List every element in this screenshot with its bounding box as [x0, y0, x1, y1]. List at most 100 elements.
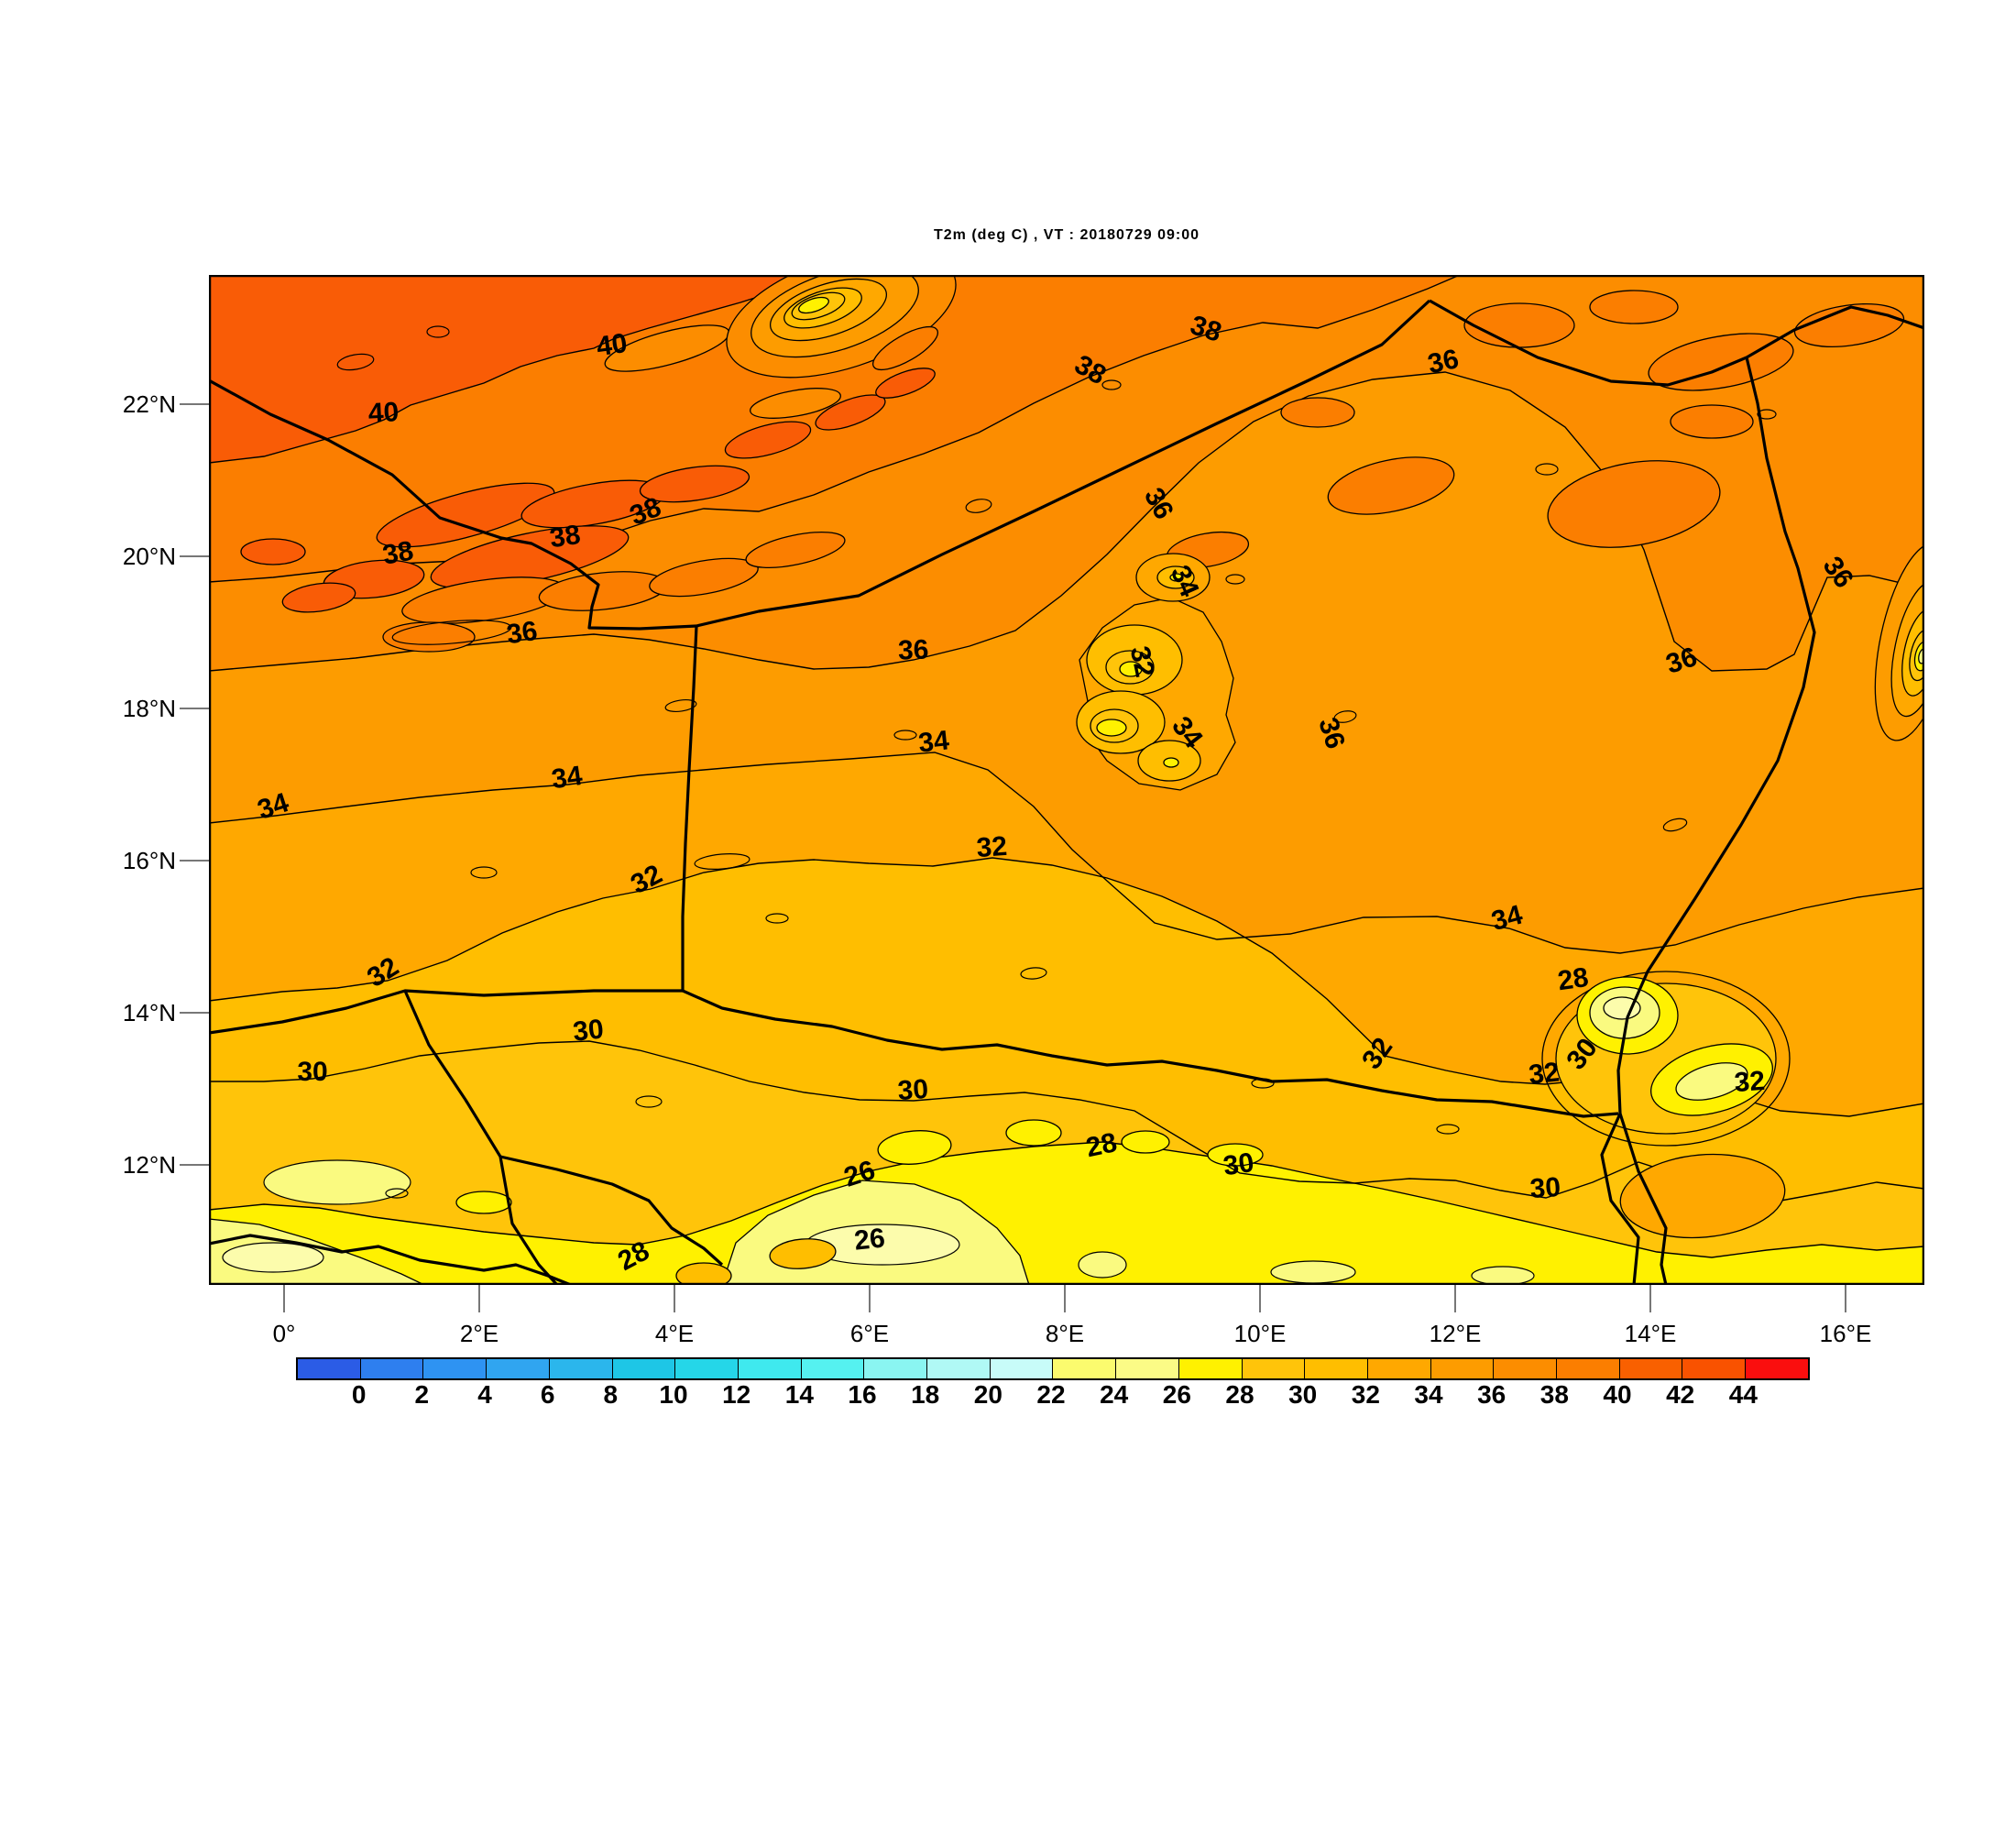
- colorbar-cell: [800, 1359, 864, 1378]
- colorbar-tick-label: 4: [477, 1380, 492, 1409]
- contour-label: 36: [505, 616, 540, 650]
- lon-tick-mark: [283, 1285, 285, 1312]
- lat-tick-label: 20°N: [122, 543, 176, 570]
- contour-label: 36: [897, 634, 929, 665]
- lon-tick-label: 8°E: [1045, 1320, 1085, 1347]
- contour-label: 30: [1222, 1147, 1256, 1181]
- minor-contour: [426, 325, 450, 338]
- hot-patch-40: [240, 538, 306, 565]
- minor-contour: [765, 913, 789, 924]
- colorbar-tick-label: 30: [1288, 1380, 1318, 1409]
- minor-contour: [664, 699, 697, 712]
- lat-tick-mark: [180, 860, 209, 862]
- minor-contour: [635, 1095, 663, 1108]
- air-core-26: [1169, 573, 1184, 582]
- minor-contour: [893, 730, 917, 741]
- lat-tick-label: 12°N: [122, 1151, 176, 1179]
- lon-tick-label: 12°E: [1429, 1320, 1482, 1347]
- country-border: [682, 989, 1619, 1118]
- colorbar-tick-label: 28: [1225, 1380, 1255, 1409]
- yellow-island: [1005, 1119, 1062, 1147]
- contour-line: [209, 275, 833, 464]
- hot-patch-40: [724, 421, 812, 459]
- yellow-island: [1121, 1130, 1170, 1154]
- lake-chad-ring-30: [1541, 971, 1791, 1147]
- colorbar-cell: [1493, 1359, 1557, 1378]
- lon-tick-mark: [1649, 1285, 1651, 1312]
- lon-tick-label: 6°E: [849, 1320, 890, 1347]
- minor-contour: [385, 1188, 409, 1199]
- lat-tick-mark: [180, 1012, 209, 1014]
- colorbar-tick-label: 34: [1414, 1380, 1443, 1409]
- lat-tick-mark: [180, 1164, 209, 1166]
- colorbar-cell: [1304, 1359, 1367, 1378]
- colorbar-tick-label: 32: [1351, 1380, 1380, 1409]
- air-core-26: [1163, 757, 1179, 768]
- hoggar-ring: [798, 296, 829, 314]
- hot-patch-38: [1547, 460, 1721, 548]
- hot-patch-38: [1670, 404, 1754, 439]
- hot-patch-40: [281, 582, 356, 613]
- country-border: [1600, 1113, 1640, 1285]
- colorbar-cell: [1682, 1359, 1746, 1378]
- lon-tick-mark: [1845, 1285, 1846, 1312]
- lake-chad-22: [1603, 996, 1641, 1020]
- lon-tick-label: 0°: [272, 1320, 296, 1347]
- colorbar-cell: [1556, 1359, 1619, 1378]
- lon-tick-mark: [1064, 1285, 1066, 1312]
- hot-patch-38: [1463, 302, 1575, 348]
- colorbar-tick-label: 18: [911, 1380, 940, 1409]
- country-border: [499, 1155, 724, 1267]
- minor-contour: [391, 620, 512, 645]
- lon-tick-mark: [478, 1285, 480, 1312]
- lon-tick-label: 14°E: [1624, 1320, 1677, 1347]
- band-22-24: [222, 1242, 324, 1273]
- colorbar-tick-label: 40: [1603, 1380, 1632, 1409]
- hot-patch-40: [376, 482, 555, 548]
- air-core-26: [1119, 661, 1143, 677]
- hoggar-tail: [872, 325, 938, 371]
- colorbar-tick-label: 26: [1162, 1380, 1191, 1409]
- hot-patch-40: [815, 394, 886, 431]
- lon-tick-mark: [1454, 1285, 1456, 1312]
- hot-patch-38: [1793, 303, 1905, 347]
- colorbar-cell: [863, 1359, 927, 1378]
- colorbar-tick-label: 24: [1100, 1380, 1129, 1409]
- contour-line: [209, 752, 1924, 954]
- pale-spot: [1471, 1266, 1535, 1285]
- minor-contour: [1436, 1124, 1460, 1135]
- colorbar-tick-label: 2: [414, 1380, 430, 1409]
- colorbar-tick-label: 6: [540, 1380, 555, 1409]
- country-border: [1616, 357, 1816, 1285]
- lon-tick-label: 2°E: [459, 1320, 499, 1347]
- hot-patch-38: [1327, 456, 1455, 515]
- colorbar-cell: [1366, 1359, 1430, 1378]
- amber-island: [675, 1262, 732, 1285]
- hot-patch-38: [382, 621, 476, 653]
- contour-label: 38: [548, 520, 583, 554]
- contour-label: 30: [572, 1014, 606, 1047]
- lon-tick-mark: [869, 1285, 871, 1312]
- colorbar-cell: [1241, 1359, 1305, 1378]
- country-border: [209, 1234, 572, 1285]
- band-26-28: [209, 1142, 1924, 1285]
- minor-contour: [1333, 710, 1357, 723]
- colorbar-cell: [1745, 1359, 1808, 1378]
- lon-tick-label: 10°E: [1233, 1320, 1287, 1347]
- contour-label: 40: [367, 397, 400, 429]
- pale-spot: [1078, 1251, 1127, 1279]
- contour-label: 32: [976, 831, 1009, 863]
- contour-label: 36: [1425, 344, 1462, 379]
- contour-label: 34: [550, 761, 585, 795]
- colorbar-cell: [926, 1359, 990, 1378]
- contour-label: 40: [595, 328, 630, 362]
- contour-label: 26: [853, 1223, 887, 1256]
- minor-contour: [694, 853, 751, 870]
- minor-contour: [1757, 409, 1777, 420]
- country-border: [1746, 305, 1924, 359]
- colorbar-cell: [1618, 1359, 1682, 1378]
- colorbar-tick-label: 36: [1477, 1380, 1507, 1409]
- lat-tick-label: 14°N: [122, 999, 176, 1026]
